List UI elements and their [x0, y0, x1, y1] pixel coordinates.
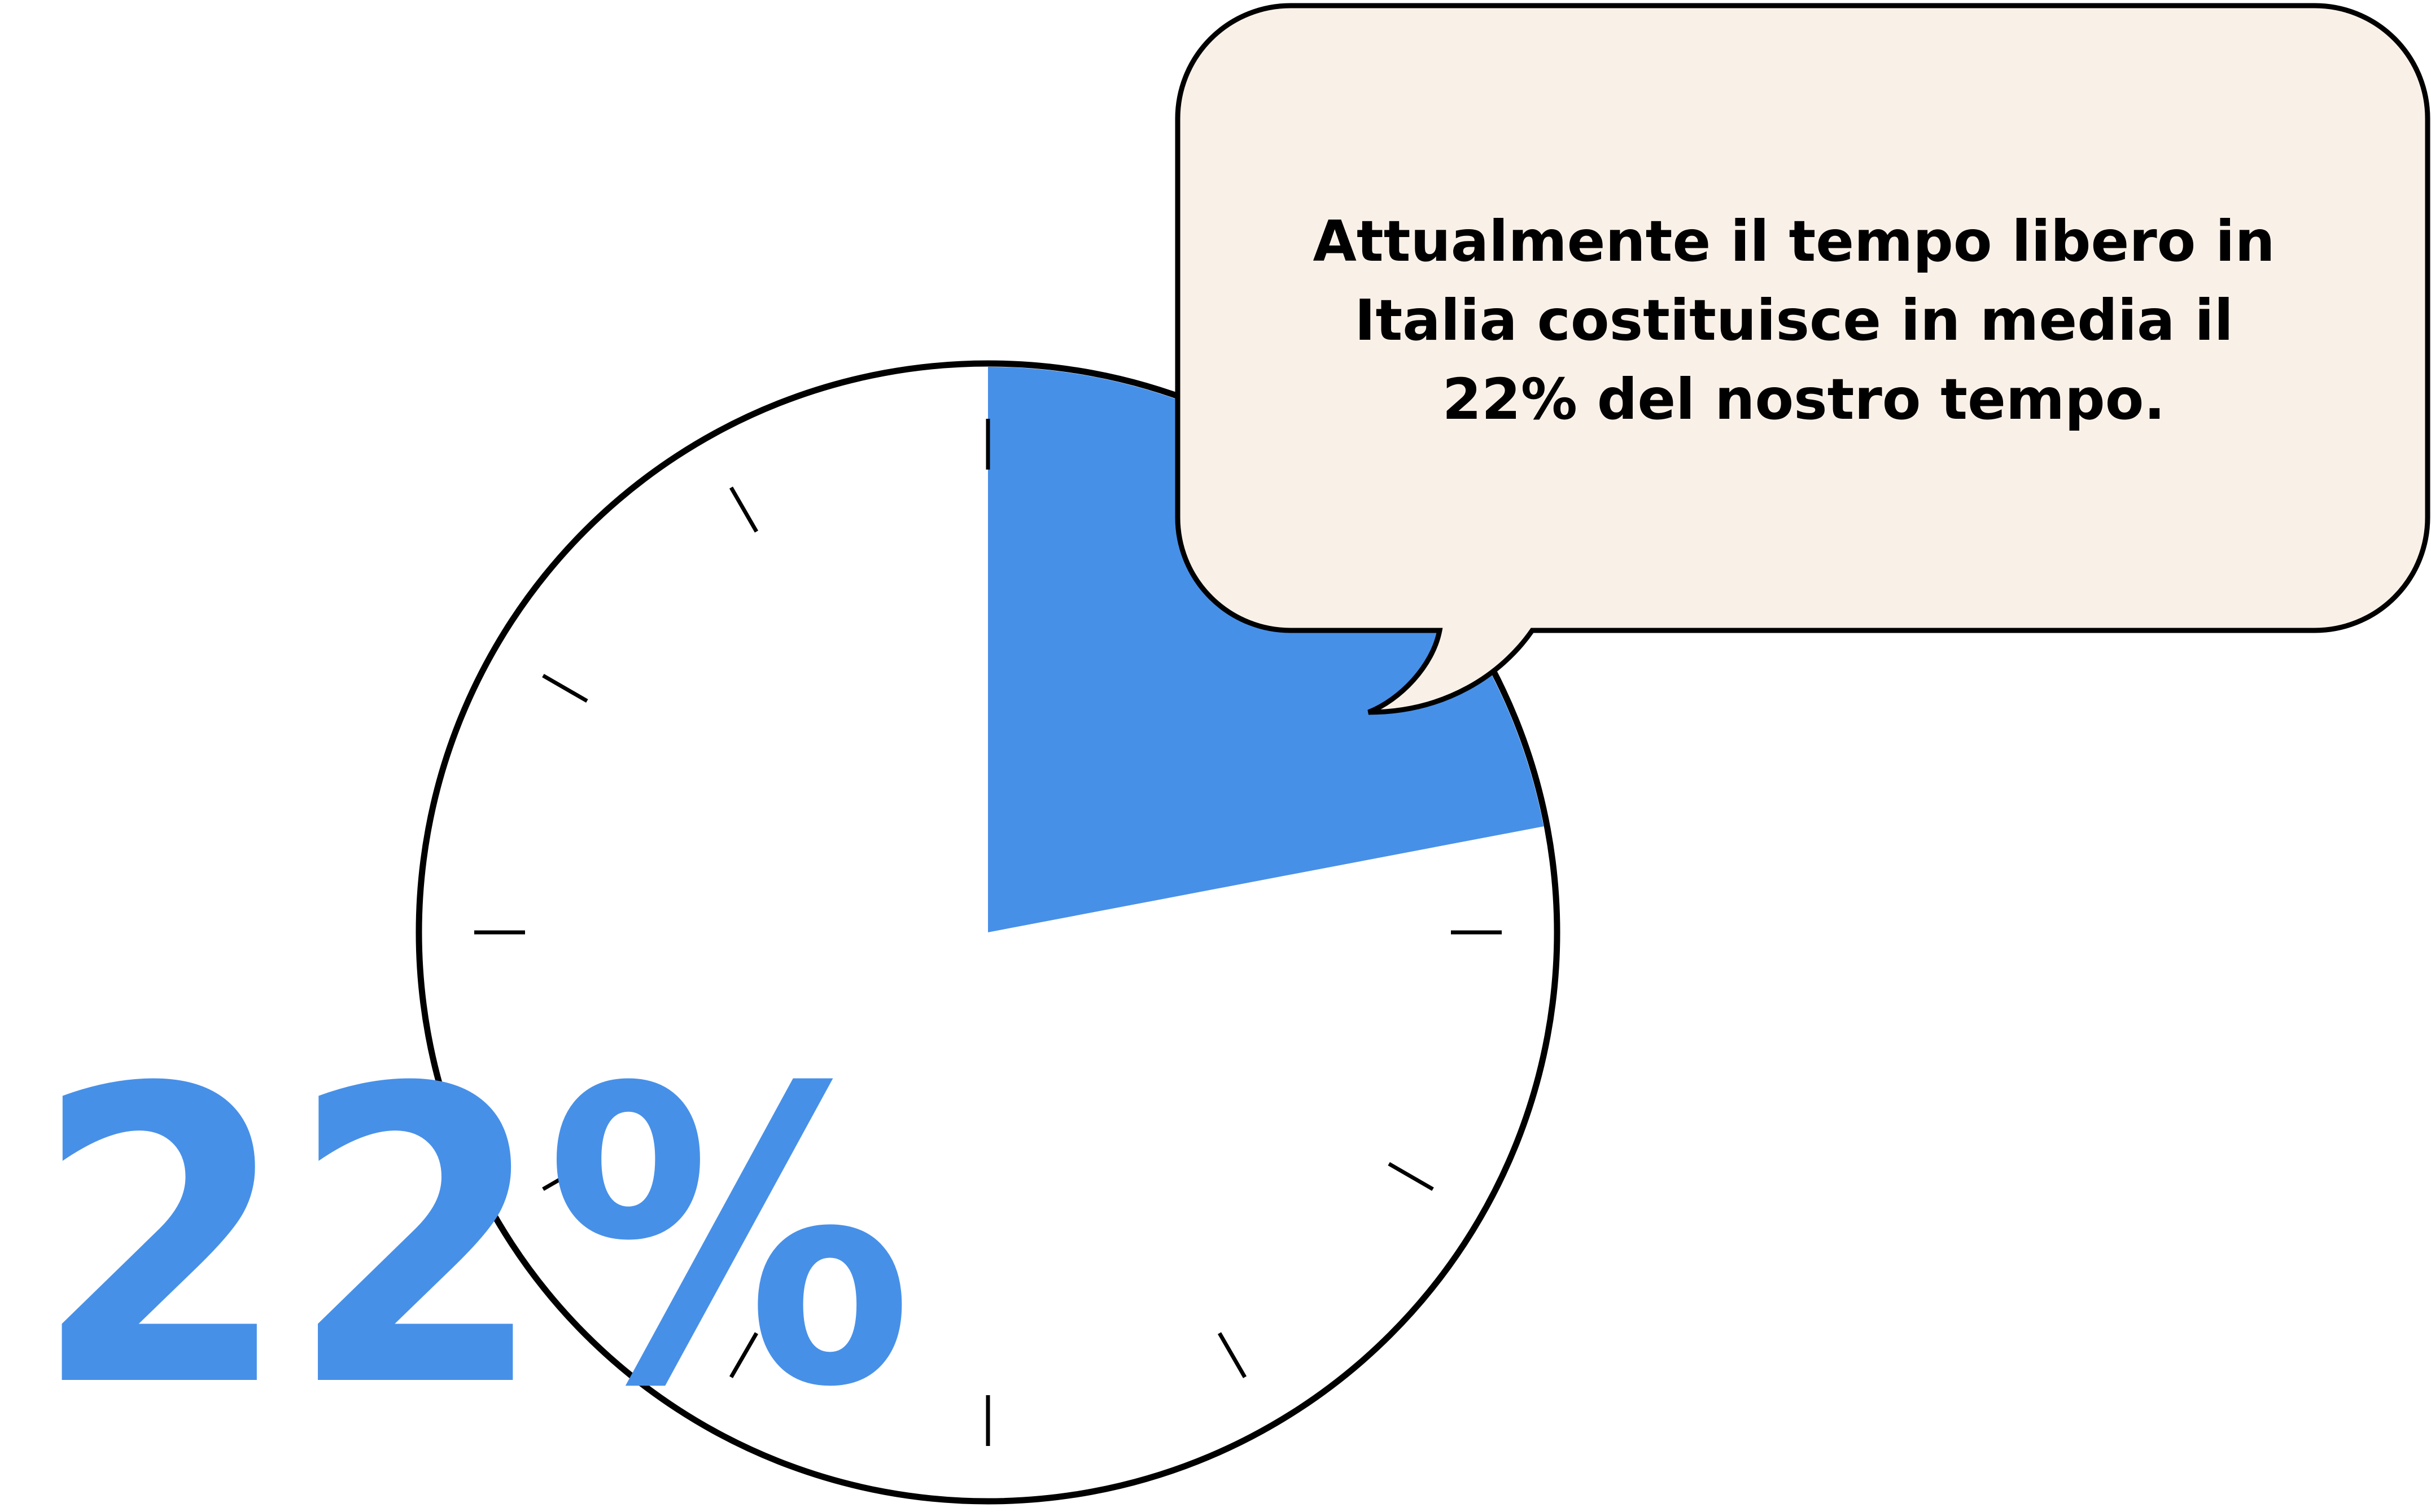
- speech-bubble-shape: [1175, 3, 2430, 715]
- tick-mark: [1217, 1332, 1247, 1378]
- tick-mark: [729, 487, 759, 533]
- tick-mark: [542, 1162, 588, 1191]
- callout-text: Attualmente il tempo libero in Italia co…: [1313, 208, 2295, 432]
- callout-line-1: Attualmente il tempo libero in: [1313, 208, 2275, 274]
- pie-slice-1: [988, 367, 1544, 932]
- tick-mark: [1388, 1162, 1434, 1191]
- clock-rim: [416, 360, 1560, 1505]
- clock-pie-chart: [416, 360, 1560, 1505]
- speech-bubble: Attualmente il tempo libero in Italia co…: [1175, 3, 2430, 715]
- callout-line-2: Italia costituisce in media il: [1354, 287, 2233, 353]
- pie-slice-2: [422, 367, 1554, 1498]
- tick-mark: [729, 1332, 759, 1378]
- percentage-highlight: 22%: [33, 1003, 913, 1476]
- callout-line-3: 22% del nostro tempo.: [1442, 366, 2166, 432]
- tick-mark: [542, 673, 588, 703]
- pie-slices: [422, 367, 1554, 1498]
